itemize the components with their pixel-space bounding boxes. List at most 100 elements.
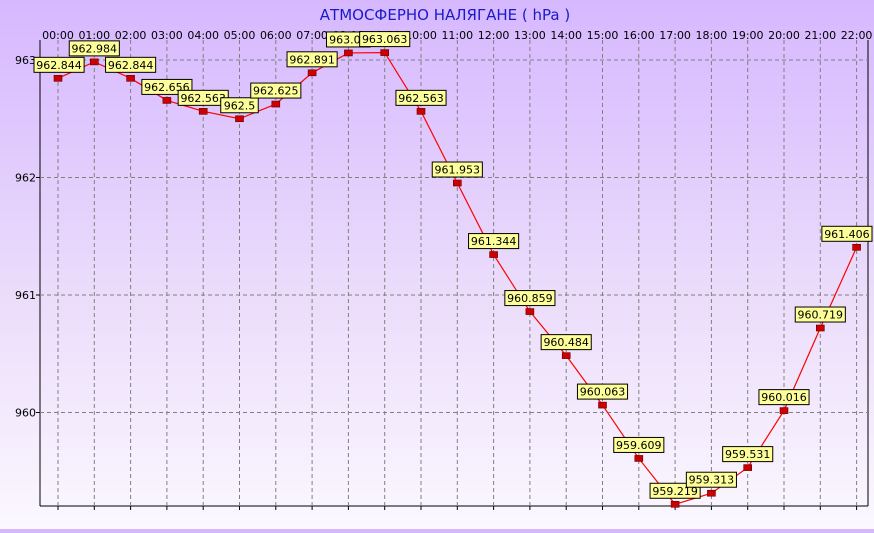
y-tick-label: 961 bbox=[15, 289, 36, 302]
x-tick-label: 00:00 bbox=[42, 29, 74, 42]
data-label-box bbox=[613, 436, 665, 453]
data-point bbox=[852, 243, 861, 251]
data-point bbox=[815, 324, 825, 332]
x-tick-label: 13:00 bbox=[514, 29, 546, 42]
data-point bbox=[307, 69, 317, 77]
data-label-text: 962.844 bbox=[36, 59, 82, 72]
x-tick-label: 22:00 bbox=[841, 29, 873, 42]
data-point bbox=[707, 489, 716, 497]
data-point bbox=[416, 108, 426, 115]
data-label-text: 960.859 bbox=[507, 292, 553, 305]
data-point bbox=[452, 179, 462, 187]
x-tick-label: 05:00 bbox=[224, 29, 256, 42]
x-tick-label: 21:00 bbox=[804, 29, 836, 42]
plot-area bbox=[39, 40, 869, 507]
data-point bbox=[198, 108, 208, 115]
data-label-text: 959.531 bbox=[725, 448, 771, 461]
data-label-box bbox=[468, 233, 520, 250]
data-label-box bbox=[576, 383, 629, 400]
data-point bbox=[126, 75, 135, 82]
data-label-box bbox=[504, 290, 556, 307]
data-point bbox=[598, 401, 607, 409]
x-tick-label: 12:00 bbox=[478, 29, 510, 42]
y-tick-label: 960 bbox=[15, 407, 36, 420]
x-tick-label: 14:00 bbox=[550, 29, 582, 42]
data-point bbox=[779, 407, 789, 414]
y-axis-ticks: 963 962 961 960 bbox=[15, 54, 40, 420]
x-tick-label: 11:00 bbox=[441, 29, 473, 42]
x-tick-label: 10:00 bbox=[405, 29, 437, 42]
data-label-box bbox=[431, 161, 483, 178]
x-tick-label: 03:00 bbox=[151, 29, 183, 42]
x-tick-label: 18:00 bbox=[696, 29, 728, 42]
data-label: 962.984 bbox=[68, 40, 120, 57]
data-label-box bbox=[359, 31, 411, 48]
data-label: 961.406 bbox=[821, 225, 873, 242]
data-labels: 962.844962.984962.844962.656962.563962.5… bbox=[33, 31, 873, 499]
data-label-box bbox=[722, 446, 774, 463]
data-label-box bbox=[821, 225, 873, 242]
data-label-box bbox=[758, 389, 810, 406]
chart-title: АТМОСФЕРНО НАЛЯГАНЕ ( hPa ) bbox=[320, 6, 570, 24]
data-point bbox=[162, 97, 172, 104]
data-label-text: 959.609 bbox=[616, 439, 662, 452]
data-label: 962.625 bbox=[250, 82, 302, 99]
data-label-box bbox=[250, 82, 302, 99]
data-label: 962.563 bbox=[395, 89, 447, 106]
x-tick-label: 01:00 bbox=[78, 29, 110, 42]
data-point bbox=[525, 308, 535, 315]
data-label-box bbox=[68, 40, 120, 57]
data-label: 962.563 bbox=[177, 89, 229, 106]
data-point bbox=[53, 75, 63, 82]
data-label-box bbox=[395, 89, 447, 106]
x-tick-label: 17:00 bbox=[659, 29, 691, 42]
y-tick-label: 962 bbox=[15, 172, 36, 185]
data-point bbox=[670, 500, 680, 508]
data-label: 961.344 bbox=[468, 233, 520, 250]
grid-lines bbox=[40, 40, 868, 506]
x-axis-ticks: 00:00 01:00 02:00 03:00 04:00 05:00 06:00 07:00… bbox=[42, 29, 872, 510]
data-point bbox=[489, 251, 498, 258]
data-label: 960.719 bbox=[794, 306, 846, 323]
data-label: 960.859 bbox=[504, 290, 556, 307]
data-label: 959.313 bbox=[685, 471, 737, 488]
data-point bbox=[90, 58, 99, 66]
data-point bbox=[743, 464, 753, 471]
data-point bbox=[344, 49, 353, 57]
data-label-text: 961.406 bbox=[824, 228, 870, 241]
data-label: 963.063 bbox=[359, 31, 411, 48]
series-markers bbox=[53, 49, 861, 508]
data-label: 962.891 bbox=[286, 51, 338, 68]
data-label-text: 962.891 bbox=[289, 53, 335, 66]
data-label-box bbox=[220, 97, 259, 114]
x-tick-label: 15:00 bbox=[587, 29, 619, 42]
data-label-text: 959.219 bbox=[652, 485, 698, 498]
data-label-text: 962.844 bbox=[108, 59, 154, 72]
data-point bbox=[271, 100, 281, 108]
data-label-text: 962.563 bbox=[398, 92, 444, 105]
data-label-text: 961.953 bbox=[435, 164, 481, 177]
x-tick-label: 06:00 bbox=[260, 29, 292, 42]
data-label-box bbox=[685, 471, 737, 488]
data-label: 959.609 bbox=[613, 436, 665, 453]
data-label-text: 960.016 bbox=[761, 391, 807, 404]
data-label-text: 963.063 bbox=[362, 33, 408, 46]
data-label-box bbox=[794, 306, 846, 323]
data-label-box bbox=[540, 334, 592, 351]
data-label-text: 962.984 bbox=[72, 42, 118, 55]
data-label-text: 960.063 bbox=[580, 386, 626, 399]
x-tick-label: 02:00 bbox=[115, 29, 147, 42]
data-label-text: 962.563 bbox=[180, 92, 226, 105]
x-tick-label: 19:00 bbox=[732, 29, 764, 42]
data-point bbox=[235, 115, 244, 123]
data-point bbox=[561, 352, 571, 359]
x-tick-label: 04:00 bbox=[187, 29, 219, 42]
y-tick-label: 963 bbox=[15, 54, 36, 67]
data-label-text: 960.484 bbox=[543, 336, 589, 349]
data-label-text: 963.06 bbox=[329, 33, 368, 46]
x-tick-label: 20:00 bbox=[768, 29, 800, 42]
data-label-box bbox=[105, 56, 157, 73]
data-label: 962.844 bbox=[33, 56, 85, 73]
